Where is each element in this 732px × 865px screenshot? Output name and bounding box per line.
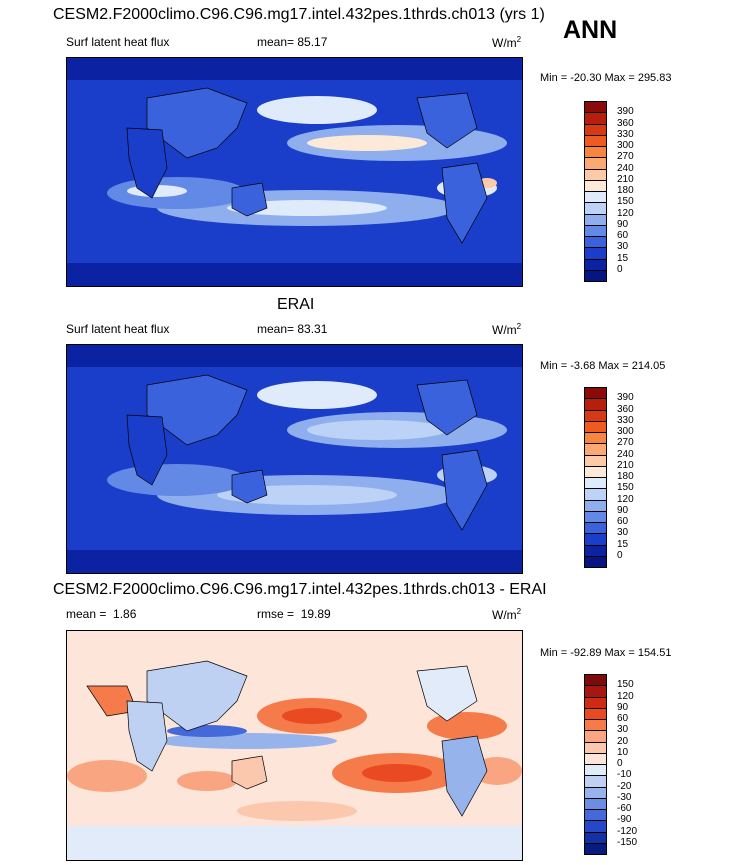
colorbar-label: 120	[617, 493, 634, 505]
panel3-rmse: rmse = 19.89	[257, 607, 331, 621]
colorbar-label: -30	[617, 791, 632, 803]
panel3-colorbar: 150 120 90 60 30 20 10 0 -10 -20 -30 -60 -90 -120 -150	[584, 674, 637, 855]
panel3-title: CESM2.F2000climo.C96.C96.mg17.intel.432p…	[53, 581, 547, 598]
colorbar-label: 330	[617, 414, 634, 426]
colorbar-swatch	[584, 269, 607, 282]
colorbar-label: 90	[617, 701, 629, 713]
colorbar-label: -10	[617, 769, 632, 781]
colorbar-label: 300	[617, 426, 634, 437]
colorbar-label: 360	[617, 117, 634, 129]
colorbar-label: -90	[617, 814, 632, 826]
colorbar-label: 10	[617, 746, 629, 758]
panel3-mean: mean = 1.86	[66, 607, 137, 621]
panel2-minmax: Min = -3.68 Max = 214.05	[540, 360, 666, 372]
colorbar-label: -20	[617, 780, 632, 792]
colorbar-label: 150	[617, 482, 634, 494]
colorbar-label: 330	[617, 128, 634, 140]
colorbar-label: 300	[617, 140, 634, 151]
colorbar-label: 210	[617, 173, 634, 185]
panel1-minmax: Min = -20.30 Max = 295.83	[540, 72, 672, 84]
colorbar-label: 180	[617, 185, 634, 196]
colorbar-swatch	[584, 842, 607, 855]
panel3-minmax: Min = -92.89 Max = 154.51	[540, 647, 672, 659]
colorbar-label: 60	[617, 230, 629, 241]
panel2-units: W/m2	[492, 322, 522, 337]
figure-title: CESM2.F2000climo.C96.C96.mg17.intel.432p…	[53, 6, 545, 23]
colorbar-label: 60	[617, 516, 629, 527]
colorbar-label: 0	[617, 549, 623, 561]
panel1-mean: mean= 85.17	[257, 35, 328, 49]
panel2-map	[66, 344, 523, 574]
colorbar-label: 210	[617, 459, 634, 471]
colorbar-label: 90	[617, 218, 629, 230]
colorbar-label: 120	[617, 690, 634, 702]
colorbar-label: 0	[617, 758, 623, 769]
colorbar-label: 240	[617, 448, 634, 460]
panel2-mean: mean= 83.31	[257, 322, 328, 336]
colorbar-label: 120	[617, 207, 634, 219]
colorbar-label: 180	[617, 471, 634, 482]
panel2-colorbar: 390 360 330 300 270 240 210 180 150 120 90 60 30 15 0	[584, 387, 634, 568]
colorbar-label: 150	[617, 679, 634, 691]
panel3-units: W/m2	[492, 607, 522, 622]
colorbar-swatch	[584, 555, 607, 568]
colorbar-label: 270	[617, 437, 634, 449]
season-label: ANN	[563, 16, 618, 44]
panel1-units: W/m2	[492, 35, 522, 50]
colorbar-label: 15	[617, 252, 629, 264]
colorbar-label: -60	[617, 803, 632, 814]
colorbar-label: 390	[617, 106, 634, 118]
colorbar-label: 90	[617, 504, 629, 516]
colorbar-label: 30	[617, 724, 629, 736]
colorbar-label: -150	[617, 836, 638, 848]
panel2-title: ERAI	[277, 296, 315, 313]
colorbar-label: 360	[617, 403, 634, 415]
colorbar-label: 150	[617, 196, 634, 208]
colorbar-label: 30	[617, 527, 629, 539]
panel1-map	[66, 57, 523, 287]
panel3-map	[66, 630, 523, 861]
panel1-variable: Surf latent heat flux	[66, 35, 170, 49]
panel1-colorbar: 390 360 330 300 270 240 210 180 150 120 90 60 30 15 0	[584, 101, 634, 282]
colorbar-label: 15	[617, 538, 629, 550]
colorbar-label: 20	[617, 735, 629, 747]
colorbar-label: 0	[617, 263, 623, 275]
colorbar-label: 270	[617, 151, 634, 163]
panel2-variable: Surf latent heat flux	[66, 322, 170, 336]
colorbar-label: 390	[617, 392, 634, 404]
colorbar-label: 60	[617, 713, 629, 724]
colorbar-label: 240	[617, 162, 634, 174]
colorbar-label: -120	[617, 825, 638, 837]
colorbar-label: 30	[617, 241, 629, 253]
